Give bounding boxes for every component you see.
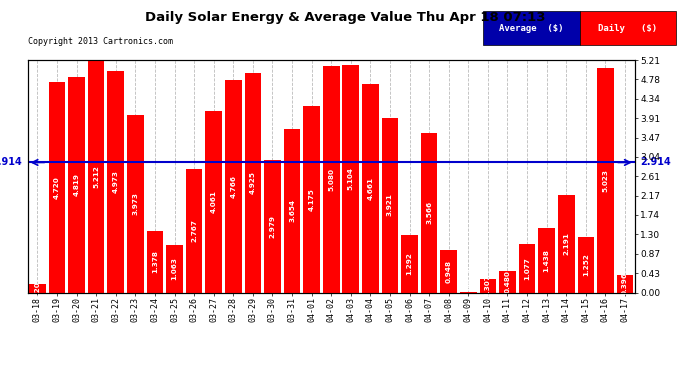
Text: Daily Solar Energy & Average Value Thu Apr 18 07:13: Daily Solar Energy & Average Value Thu A… <box>145 11 545 24</box>
Text: 4.819: 4.819 <box>74 174 79 196</box>
Text: 2.767: 2.767 <box>191 219 197 242</box>
Bar <box>440 250 457 292</box>
Bar <box>29 284 46 292</box>
Text: 2.191: 2.191 <box>563 232 569 255</box>
Bar <box>401 235 418 292</box>
Text: 0.013: 0.013 <box>465 267 471 290</box>
Text: 1.292: 1.292 <box>406 252 413 275</box>
Bar <box>342 65 359 292</box>
Bar <box>166 245 183 292</box>
Bar <box>264 159 281 292</box>
Text: 0.307: 0.307 <box>485 274 491 297</box>
Bar <box>323 66 339 292</box>
Text: 5.212: 5.212 <box>93 165 99 188</box>
Bar <box>538 228 555 292</box>
Text: 1.063: 1.063 <box>172 257 177 280</box>
Text: 3.566: 3.566 <box>426 201 432 225</box>
Text: 5.104: 5.104 <box>348 167 354 190</box>
Text: 4.973: 4.973 <box>112 170 119 193</box>
Text: 3.921: 3.921 <box>387 194 393 216</box>
Text: 0.201: 0.201 <box>34 277 41 299</box>
Bar <box>146 231 164 292</box>
Text: 0.480: 0.480 <box>504 270 511 293</box>
Text: Daily   ($): Daily ($) <box>598 24 658 33</box>
Bar <box>617 275 633 292</box>
Bar <box>68 78 85 292</box>
Bar <box>421 134 437 292</box>
Bar <box>480 279 496 292</box>
Text: 1.438: 1.438 <box>544 249 550 272</box>
Text: Copyright 2013 Cartronics.com: Copyright 2013 Cartronics.com <box>28 38 172 46</box>
Text: 4.925: 4.925 <box>250 171 256 194</box>
Text: 3.973: 3.973 <box>132 192 138 215</box>
Bar <box>88 60 104 292</box>
Text: Average  ($): Average ($) <box>499 24 564 33</box>
Text: 2.979: 2.979 <box>269 214 275 237</box>
Text: 1.077: 1.077 <box>524 257 530 280</box>
Text: 3.654: 3.654 <box>289 200 295 222</box>
Bar <box>558 195 575 292</box>
Text: 4.661: 4.661 <box>367 177 373 200</box>
Bar <box>127 115 144 292</box>
Bar <box>382 117 398 292</box>
Text: 0.396: 0.396 <box>622 272 628 295</box>
Bar <box>304 106 320 292</box>
Bar <box>225 80 241 292</box>
FancyBboxPatch shape <box>483 11 580 45</box>
Bar <box>244 73 262 292</box>
Text: 0.948: 0.948 <box>446 260 452 283</box>
Bar <box>578 237 594 292</box>
Text: 1.378: 1.378 <box>152 251 158 273</box>
Text: 1.252: 1.252 <box>583 253 589 276</box>
FancyBboxPatch shape <box>580 11 676 45</box>
Bar <box>108 70 124 292</box>
Bar <box>362 84 379 292</box>
Bar <box>519 244 535 292</box>
Text: 5.023: 5.023 <box>602 169 609 192</box>
Text: 5.080: 5.080 <box>328 168 334 190</box>
Text: 4.720: 4.720 <box>54 176 60 198</box>
Bar <box>186 169 202 292</box>
Text: 2.914: 2.914 <box>0 158 21 168</box>
Bar <box>284 129 300 292</box>
Text: 2.914: 2.914 <box>641 158 671 168</box>
Bar <box>597 68 613 292</box>
Text: 4.766: 4.766 <box>230 175 236 198</box>
Bar <box>49 82 66 292</box>
Bar <box>499 271 516 292</box>
Text: 4.061: 4.061 <box>210 190 217 213</box>
Text: 4.175: 4.175 <box>308 188 315 211</box>
Bar <box>206 111 222 292</box>
